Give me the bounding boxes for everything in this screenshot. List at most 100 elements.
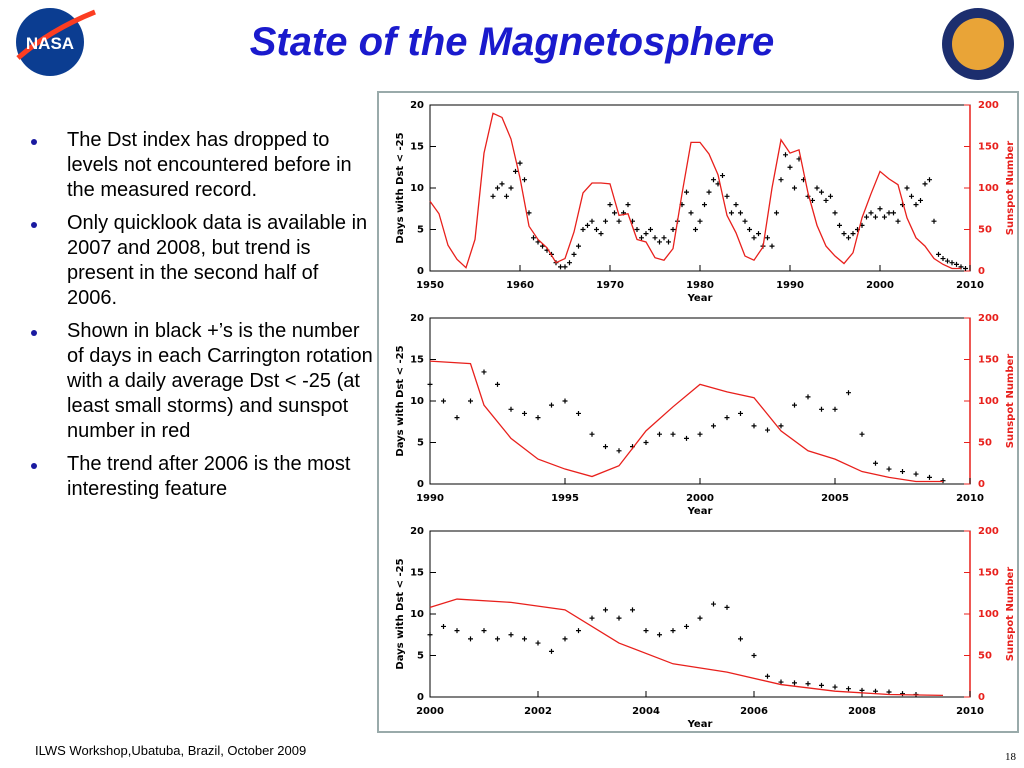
x-tick-label: 2008 (848, 706, 876, 717)
data-point (652, 235, 658, 241)
data-point (643, 440, 649, 445)
x-tick-label: 2000 (416, 706, 444, 717)
data-point (531, 235, 536, 241)
y-tick-label: 15 (410, 568, 424, 579)
data-point (922, 181, 928, 187)
data-point (549, 402, 554, 408)
data-point (787, 164, 793, 170)
y-axis-label: Days with Dst < -25 (395, 345, 406, 456)
nasa-swoosh (16, 9, 96, 60)
data-point (634, 227, 640, 232)
footer: ILWS Workshop,Ubatuba, Brazil, October 2… (35, 743, 306, 758)
data-point (751, 423, 757, 429)
y-axis-label: Days with Dst < -25 (395, 558, 406, 669)
data-point (819, 406, 824, 412)
data-point (832, 406, 838, 412)
data-point (868, 210, 874, 216)
data-point (549, 648, 554, 654)
data-point (657, 431, 662, 437)
data-point (900, 469, 905, 475)
data-point (873, 688, 878, 694)
data-point (963, 266, 968, 272)
data-point (612, 210, 617, 216)
sdo-sun (952, 18, 1004, 70)
data-point (828, 193, 833, 199)
data-point (513, 168, 518, 174)
data-point (747, 227, 752, 232)
data-point (738, 210, 743, 216)
data-point (576, 628, 581, 634)
data-point (927, 177, 932, 183)
data-point (603, 444, 608, 450)
data-point (792, 402, 797, 408)
x-tick-label: 1990 (776, 280, 804, 291)
data-point (625, 202, 631, 208)
data-point (517, 160, 523, 166)
data-point (535, 640, 541, 646)
data-point (778, 177, 784, 183)
data-point (783, 152, 788, 158)
data-point (819, 189, 824, 195)
data-point (859, 431, 865, 437)
data-point (481, 369, 487, 375)
data-point (792, 680, 797, 686)
data-point (913, 471, 919, 477)
data-point (589, 615, 595, 621)
data-point (904, 185, 910, 191)
data-point (765, 235, 770, 241)
sunspot-line (429, 598, 944, 696)
data-point (886, 466, 892, 472)
data-point (711, 423, 716, 429)
data-point (724, 415, 730, 421)
data-point (765, 673, 770, 679)
data-point (729, 210, 734, 216)
data-point (643, 628, 649, 634)
data-point (823, 197, 829, 203)
data-point (495, 185, 500, 191)
y-tick-label: 0 (417, 479, 424, 490)
data-point (832, 684, 838, 690)
data-point (616, 448, 622, 454)
data-point (661, 235, 667, 241)
y2-tick-label: 200 (978, 313, 999, 324)
data-point (702, 202, 707, 208)
x-axis-label: Year (687, 719, 713, 730)
data-point (949, 260, 955, 266)
y-tick-label: 5 (417, 225, 424, 236)
y2-tick-label: 150 (978, 142, 999, 153)
data-point (508, 185, 514, 191)
x-tick-label: 2002 (524, 706, 552, 717)
data-point (846, 390, 851, 396)
data-point (594, 227, 599, 232)
slide-title: State of the Magnetosphere (250, 20, 775, 64)
data-point (724, 604, 730, 610)
y2-tick-label: 0 (978, 266, 985, 277)
bullet: Only quicklook data is available in 2007… (28, 211, 373, 311)
data-point (607, 202, 613, 208)
data-point (936, 251, 941, 257)
data-point (657, 239, 662, 245)
data-point (481, 628, 487, 634)
y2-tick-label: 100 (978, 183, 999, 194)
data-point (562, 398, 568, 404)
data-point (490, 193, 496, 199)
data-point (913, 202, 919, 208)
data-point (427, 381, 433, 387)
x-tick-label: 2006 (740, 706, 768, 717)
y2-axis-label: Sunspot Number (1005, 354, 1016, 449)
data-point (504, 193, 509, 199)
data-point (778, 679, 784, 685)
y2-tick-label: 0 (978, 479, 985, 490)
data-point (711, 601, 716, 607)
data-point (837, 222, 842, 228)
y-tick-label: 10 (410, 609, 424, 620)
data-point (697, 431, 703, 437)
data-point (927, 474, 932, 480)
data-point (706, 189, 712, 195)
data-point (522, 636, 527, 642)
data-point (886, 689, 892, 695)
data-point (495, 636, 500, 642)
data-point (468, 398, 473, 404)
y-axis-label: Days with Dst < -25 (395, 132, 406, 243)
